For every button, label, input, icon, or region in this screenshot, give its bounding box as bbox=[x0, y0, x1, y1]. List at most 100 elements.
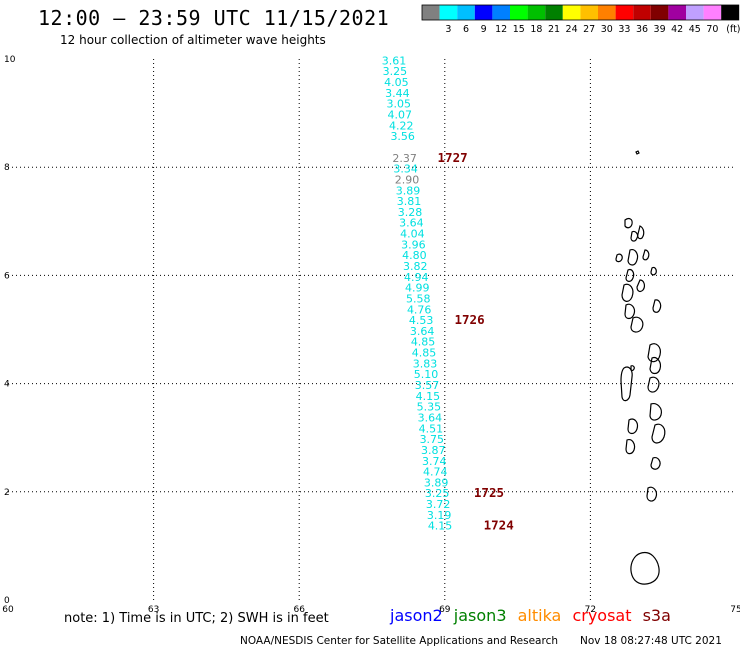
legend-jason2: jason2 bbox=[390, 606, 443, 625]
color-swatch bbox=[703, 5, 722, 20]
swh-value-label: 3.05 bbox=[387, 98, 412, 111]
color-swatch bbox=[510, 5, 528, 20]
swh-value-label: 3.25 bbox=[383, 65, 408, 78]
swh-value-label: 3.87 bbox=[421, 444, 446, 457]
color-swatch bbox=[721, 5, 739, 20]
swh-value-label: 4.80 bbox=[402, 249, 427, 262]
swh-value-label: 4.04 bbox=[400, 228, 425, 241]
color-swatch bbox=[650, 5, 669, 20]
color-swatch bbox=[562, 5, 581, 20]
lon-tick-label: 63 bbox=[148, 605, 159, 615]
swh-value-label: 3.72 bbox=[426, 498, 451, 511]
lon-tick-label: 72 bbox=[585, 605, 596, 615]
color-scale-label: 39 bbox=[654, 24, 666, 35]
swh-value-label: 4.07 bbox=[388, 109, 413, 122]
color-swatch bbox=[615, 5, 634, 20]
chart-subtitle: 12 hour collection of altimeter wave hei… bbox=[60, 33, 326, 47]
swh-value-label: 3.96 bbox=[401, 238, 426, 251]
color-scale-unit: (ft) bbox=[726, 24, 740, 35]
color-swatch bbox=[545, 5, 563, 20]
color-swatch bbox=[633, 5, 651, 20]
swh-value-label: 3.89 bbox=[424, 476, 449, 489]
swh-value-label: 5.58 bbox=[406, 292, 431, 305]
lat-lon-grid: 60 63 66 69 72 75 0 2 4 6 8 10 bbox=[2, 55, 740, 615]
lat-tick-label: 8 bbox=[4, 163, 10, 173]
color-scale-label: 21 bbox=[548, 24, 560, 35]
swh-value-label: 4.05 bbox=[384, 76, 409, 89]
color-swatch bbox=[686, 5, 704, 20]
units-note: note: 1) Time is in UTC; 2) SWH is in fe… bbox=[64, 611, 329, 626]
chart-title: 12:00 – 23:59 UTC 11/15/2021 bbox=[38, 6, 390, 30]
color-swatch bbox=[527, 5, 546, 20]
swh-value-label: 3.56 bbox=[390, 130, 415, 143]
color-scale-label: 27 bbox=[583, 24, 595, 35]
swh-value-label: 2.90 bbox=[395, 173, 420, 186]
color-swatch bbox=[439, 5, 458, 20]
lat-tick-label: 4 bbox=[4, 380, 10, 390]
swh-value-label: 3.28 bbox=[398, 206, 423, 219]
color-scale-label: 70 bbox=[706, 24, 718, 35]
color-swatch bbox=[492, 5, 510, 20]
lat-tick-label: 0 bbox=[4, 596, 10, 606]
swh-value-label: 3.57 bbox=[415, 379, 440, 392]
swh-value-label: 4.99 bbox=[405, 282, 430, 295]
swh-value-label: 4.85 bbox=[412, 347, 437, 360]
swh-value-label: 4.53 bbox=[409, 314, 434, 327]
time-markers: 1727 1726 1725 1724 bbox=[438, 150, 514, 533]
wave-height-observations: 3.613.254.053.443.054.074.223.562.373.34… bbox=[382, 54, 453, 532]
time-marker-label: 1726 bbox=[455, 312, 485, 327]
swh-value-label: 3.82 bbox=[403, 260, 428, 273]
swh-value-label: 3.89 bbox=[396, 184, 421, 197]
swh-value-label: 4.85 bbox=[411, 336, 436, 349]
color-scale-label: 42 bbox=[671, 24, 683, 35]
color-swatch bbox=[474, 5, 493, 20]
color-scale-label: 3 bbox=[445, 24, 451, 35]
color-bar-frame bbox=[421, 4, 740, 21]
generated-timestamp: Nov 18 08:27:48 UTC 2021 bbox=[580, 635, 722, 647]
color-scale-label: 30 bbox=[601, 24, 613, 35]
swh-value-label: 3.81 bbox=[397, 195, 422, 208]
color-swatch bbox=[457, 5, 475, 20]
swh-value-label: 4.94 bbox=[404, 271, 429, 284]
color-swatch bbox=[668, 5, 686, 20]
swh-value-label: 3.75 bbox=[420, 433, 445, 446]
lon-tick-label: 66 bbox=[293, 605, 305, 615]
swh-value-label: 3.64 bbox=[399, 217, 424, 230]
lat-tick-label: 6 bbox=[4, 271, 10, 281]
swh-value-label: 2.37 bbox=[392, 152, 417, 165]
lat-tick-label: 2 bbox=[4, 488, 10, 498]
swh-value-label: 4.22 bbox=[389, 119, 414, 132]
swh-value-label: 4.15 bbox=[416, 390, 441, 403]
color-swatch bbox=[580, 5, 598, 20]
color-scale-label: 9 bbox=[481, 24, 487, 35]
color-scale-label: 12 bbox=[495, 24, 507, 35]
time-marker-label: 1725 bbox=[474, 485, 504, 500]
color-scale-label: 18 bbox=[530, 24, 542, 35]
swh-value-label: 3.25 bbox=[425, 487, 450, 500]
swh-value-label: 5.35 bbox=[417, 401, 442, 414]
color-scale-label: 6 bbox=[463, 24, 469, 35]
swh-value-label: 3.61 bbox=[382, 54, 407, 67]
color-swatch bbox=[422, 5, 440, 20]
swh-value-label: 4.51 bbox=[419, 422, 444, 435]
swh-value-label: 4.15 bbox=[428, 520, 453, 533]
swh-value-label: 3.64 bbox=[410, 325, 435, 338]
lon-tick-label: 75 bbox=[730, 605, 740, 615]
swh-value-label: 3.64 bbox=[418, 411, 443, 424]
mission-legend: jason2 jason3 altika cryosat s3a bbox=[390, 606, 677, 625]
legend-altika: altika bbox=[517, 606, 562, 625]
swh-value-label: 3.74 bbox=[422, 455, 447, 468]
swh-value-label: 5.10 bbox=[414, 368, 439, 381]
credit-line: NOAA/NESDIS Center for Satellite Applica… bbox=[240, 635, 558, 647]
swh-value-label: 3.34 bbox=[393, 163, 418, 176]
time-marker-label: 1724 bbox=[484, 518, 514, 533]
swh-value-label: 3.44 bbox=[385, 87, 410, 100]
maldives-islands-coastline bbox=[615, 150, 666, 585]
color-scale-label: 36 bbox=[636, 24, 648, 35]
swh-value-label: 3.83 bbox=[413, 357, 438, 370]
color-scale-bar: 3 6 9 12 15 18 21 24 27 30 33 36 39 42 45 70 (ft) bbox=[421, 4, 740, 35]
color-scale-label: 45 bbox=[689, 24, 701, 35]
legend-s3a: s3a bbox=[642, 606, 671, 625]
lon-tick-label: 69 bbox=[439, 605, 451, 615]
